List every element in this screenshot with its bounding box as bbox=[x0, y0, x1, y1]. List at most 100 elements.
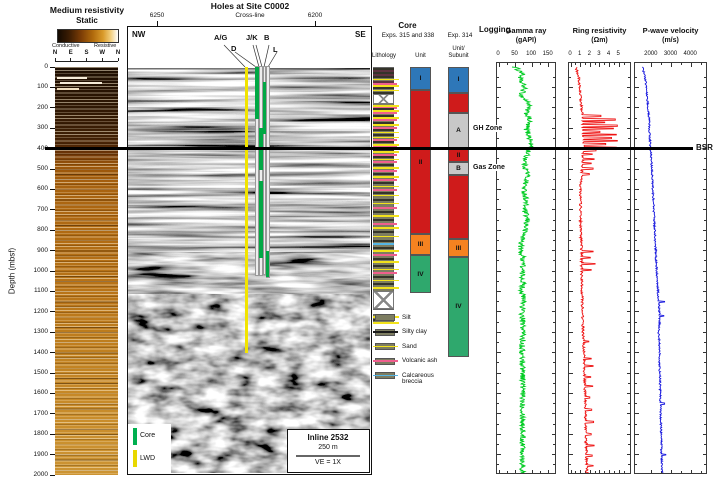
resistivity-colorbar bbox=[57, 29, 119, 43]
core-legend-swatch bbox=[133, 428, 137, 445]
depth-edge-tick bbox=[704, 423, 706, 425]
log-axis-tick bbox=[609, 63, 611, 67]
lithology-stripe-c bbox=[373, 239, 394, 242]
depth-edge-tick bbox=[628, 260, 630, 262]
lithology-stripe-c bbox=[373, 91, 394, 94]
lithology-stripe-s bbox=[373, 227, 399, 229]
depth-tick-label: 1500 bbox=[33, 369, 48, 376]
depth-edge-tick bbox=[635, 189, 639, 190]
depth-edge-tick bbox=[569, 97, 571, 98]
unit-segment-III: III bbox=[410, 234, 431, 255]
depth-edge-tick bbox=[497, 229, 501, 231]
depth-edge-tick bbox=[569, 291, 573, 292]
depth-tick bbox=[50, 331, 55, 333]
depth-edge-tick bbox=[702, 433, 706, 435]
depth-edge-tick bbox=[635, 158, 637, 160]
depth-edge-tick bbox=[702, 87, 706, 88]
depth-tick bbox=[50, 127, 55, 129]
log-axis-tick bbox=[570, 469, 572, 473]
depth-edge-tick bbox=[628, 117, 630, 119]
depth-edge-tick bbox=[497, 138, 499, 139]
depth-edge-tick bbox=[497, 382, 499, 384]
borehole-b bbox=[262, 65, 267, 276]
log-axis-tick-label: 2 bbox=[587, 51, 591, 57]
resistivity-white-streak bbox=[60, 82, 102, 84]
depth-edge-tick bbox=[704, 321, 706, 323]
depth-edge-tick bbox=[702, 189, 706, 190]
lithology-stripe-c bbox=[373, 219, 394, 222]
borehole-a-g bbox=[245, 67, 248, 353]
lithology-stripe-a bbox=[373, 161, 397, 164]
log-axis-tick bbox=[651, 469, 653, 473]
depth-edge-tick bbox=[553, 464, 555, 466]
seismic-title: Holes at Site C0002 bbox=[210, 1, 290, 11]
depth-edge-tick bbox=[551, 393, 555, 394]
depth-tick bbox=[50, 107, 55, 109]
depth-edge-tick bbox=[569, 372, 573, 374]
depth-tick-label: 1100 bbox=[34, 287, 48, 295]
depth-edge-tick bbox=[635, 219, 637, 221]
subunit-segment-B: B bbox=[448, 161, 469, 176]
depth-edge-tick bbox=[702, 250, 706, 251]
depth-edge-tick bbox=[626, 291, 630, 292]
depth-edge-tick bbox=[628, 240, 630, 241]
depth-edge-tick bbox=[628, 178, 630, 180]
depth-tick-label: 100 bbox=[37, 83, 48, 91]
crossline-tick bbox=[156, 21, 158, 26]
lithology-stripe-s bbox=[373, 279, 399, 282]
depth-edge-tick bbox=[704, 117, 706, 119]
hole-label: A/G bbox=[214, 33, 228, 42]
depth-edge-tick bbox=[635, 127, 639, 129]
log-axis-tick bbox=[589, 469, 591, 473]
log-axis-minor-tick bbox=[700, 63, 702, 65]
lithology-stripe-s bbox=[373, 215, 399, 217]
no-recovery-interval bbox=[373, 93, 394, 104]
hole-label: D bbox=[231, 44, 237, 53]
depth-tick bbox=[50, 250, 55, 252]
depth-edge-tick bbox=[553, 178, 555, 180]
depth-edge-tick bbox=[704, 240, 706, 241]
depth-edge-tick bbox=[497, 76, 499, 78]
log-axis-tick bbox=[548, 63, 550, 67]
lithology-stripe-s bbox=[373, 194, 399, 197]
log-axis-tick-label: 5 bbox=[616, 51, 620, 57]
depth-edge-tick bbox=[704, 280, 706, 282]
depth-edge-tick bbox=[551, 270, 555, 272]
lithology-stripe-s bbox=[373, 89, 399, 92]
lithology-stripe-a bbox=[373, 112, 397, 115]
depth-edge-tick bbox=[704, 178, 706, 180]
depth-edge-tick bbox=[569, 117, 571, 119]
lithology-stripe-s bbox=[373, 158, 399, 161]
depth-edge-tick bbox=[626, 189, 630, 190]
azimuth-label: W bbox=[99, 50, 106, 56]
depth-edge-tick bbox=[497, 423, 499, 425]
depth-edge-tick bbox=[702, 454, 706, 455]
azimuth-label: N bbox=[52, 50, 58, 56]
depth-edge-tick bbox=[569, 433, 573, 435]
depth-tick-label: 200 bbox=[37, 103, 48, 111]
log-axis-tick bbox=[515, 63, 517, 67]
depth-edge-tick bbox=[497, 107, 501, 109]
lithology-stripe-c bbox=[373, 134, 394, 137]
depth-edge-tick bbox=[551, 291, 555, 292]
log-axis-tick-label: 50 bbox=[511, 51, 518, 57]
depth-edge-tick bbox=[553, 301, 555, 302]
depth-edge-tick bbox=[497, 189, 501, 190]
depth-edge-tick bbox=[702, 168, 706, 170]
depth-edge-tick bbox=[569, 454, 573, 455]
lithology-stripe-m bbox=[373, 69, 394, 72]
lithology-stripe-c bbox=[373, 283, 394, 286]
log-panel-p-wave-velocity bbox=[634, 62, 707, 474]
log-axis-tick bbox=[651, 63, 653, 67]
seismic-legend-box: Core LWD bbox=[128, 424, 171, 473]
depth-edge-tick bbox=[569, 219, 571, 221]
depth-edge-tick bbox=[553, 138, 555, 139]
log-axis-tick bbox=[589, 63, 591, 67]
depth-tick bbox=[50, 270, 55, 272]
depth-edge-tick bbox=[497, 199, 499, 200]
depth-edge-tick bbox=[553, 76, 555, 78]
depth-tick bbox=[50, 66, 55, 68]
depth-edge-tick bbox=[497, 444, 499, 445]
depth-edge-tick bbox=[497, 240, 499, 241]
logging-header: Logging bbox=[479, 25, 511, 34]
